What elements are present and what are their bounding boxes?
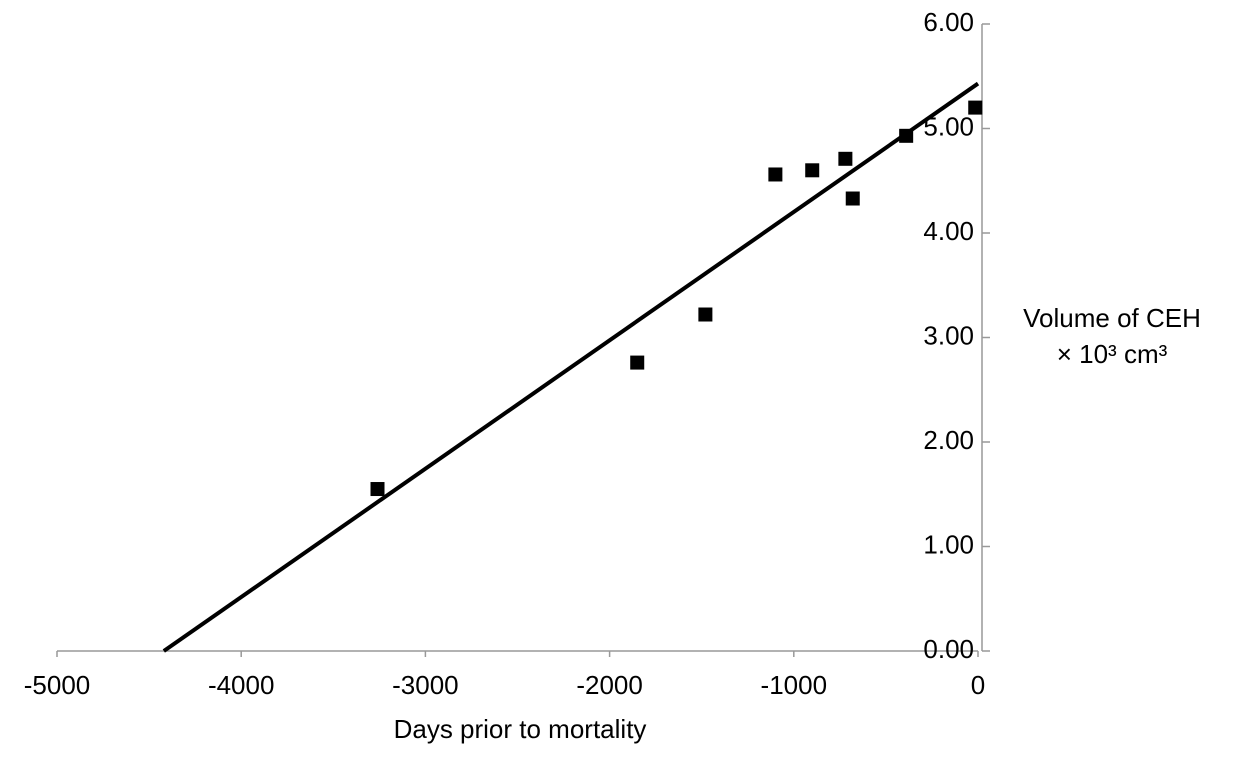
x-tick-label: -4000 (208, 670, 275, 700)
y-tick-label: 3.00 (923, 320, 974, 350)
y-tick-label: 4.00 (923, 216, 974, 246)
y-tick-label: 0.00 (923, 634, 974, 664)
point (805, 163, 820, 178)
point (845, 191, 860, 206)
y-tick-label: 2.00 (923, 425, 974, 455)
x-tick-label: -2000 (576, 670, 643, 700)
point (768, 167, 783, 182)
x-tick-label: -3000 (392, 670, 459, 700)
x-tick-label: -1000 (761, 670, 828, 700)
y-axis-title: × 10³ cm³ (1057, 339, 1168, 369)
y-tick-label: 6.00 (923, 7, 974, 37)
point (630, 355, 645, 370)
point (698, 307, 713, 322)
y-axis-title: Volume of CEH (1023, 303, 1201, 333)
x-tick-label: 0 (971, 670, 985, 700)
point (968, 100, 983, 115)
point (899, 128, 914, 143)
y-tick-label: 1.00 (923, 529, 974, 559)
x-tick-label: -5000 (24, 670, 91, 700)
point (838, 151, 853, 166)
x-axis-title: Days prior to mortality (394, 714, 647, 744)
point (370, 482, 385, 497)
trendline (162, 81, 980, 653)
